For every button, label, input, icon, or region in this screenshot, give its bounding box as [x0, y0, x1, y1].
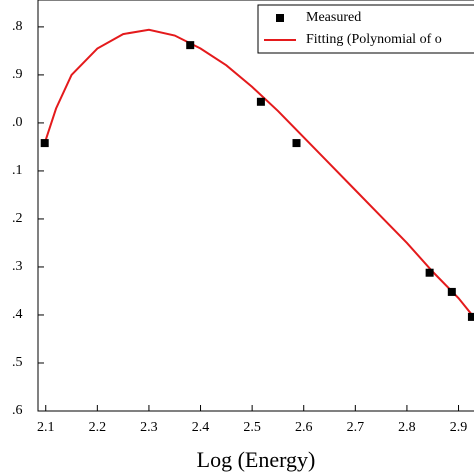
- measured-point: [447, 287, 456, 296]
- x-tick-label: 2.4: [192, 420, 210, 435]
- legend-label: Fitting (Polynomial of o: [306, 32, 442, 47]
- x-axis-label: Log (Energy): [197, 447, 316, 472]
- x-tick-label: 2.5: [243, 420, 261, 435]
- x-tick-label: 2.8: [398, 420, 416, 435]
- x-tick-label: 2.3: [140, 420, 158, 435]
- fit-line: [43, 28, 474, 319]
- x-tick-label: 2.7: [347, 420, 365, 435]
- legend-swatch: [276, 14, 284, 22]
- y-tick-label: .3: [12, 259, 23, 274]
- y-tick-label: .9: [12, 67, 23, 82]
- x-tick-label: 2.1: [37, 420, 55, 435]
- y-tick-label: .8: [12, 19, 23, 34]
- plot-frame: [37, 0, 474, 412]
- measured-point: [256, 97, 265, 106]
- legend-box: [257, 4, 474, 54]
- legend-label: Measured: [306, 10, 361, 25]
- x-tick-label: 2.2: [89, 420, 107, 435]
- y-tick-label: .5: [12, 355, 23, 370]
- measured-point: [292, 139, 301, 148]
- measured-point: [40, 139, 49, 148]
- x-tick-label: 2.9: [450, 420, 468, 435]
- measured-point: [467, 312, 474, 321]
- y-tick-label: .0: [12, 115, 23, 130]
- y-tick-label: .1: [12, 163, 23, 178]
- y-tick-label: .4: [12, 307, 23, 322]
- measured-point: [186, 41, 195, 50]
- x-tick-label: 2.6: [295, 420, 313, 435]
- measured-point: [425, 268, 434, 277]
- y-tick-label: .2: [12, 211, 23, 226]
- y-tick-label: .6: [12, 403, 23, 418]
